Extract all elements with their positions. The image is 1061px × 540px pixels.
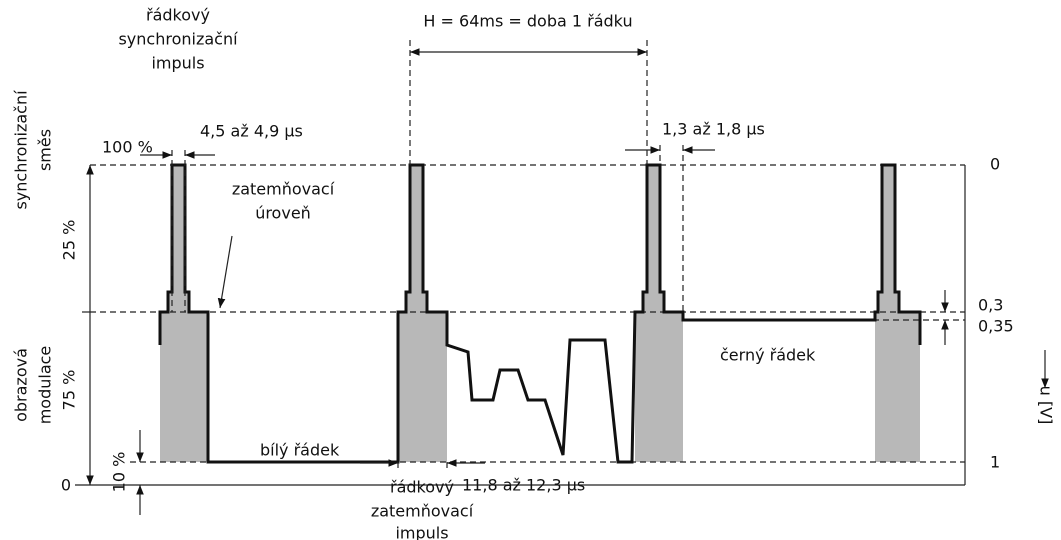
labels: řádkový synchronizační impuls 4,5 až 4,9…	[12, 6, 1056, 540]
dimension-lines	[82, 40, 1049, 515]
blanking-region	[398, 312, 447, 462]
sync-pulse-label: řádkový	[146, 6, 210, 25]
voltage-label: 0	[990, 155, 1000, 174]
modulation-label: modulace	[36, 346, 55, 425]
white-line-label: bílý řádek	[260, 441, 340, 460]
back-porch: 1,3 až 1,8 µs	[662, 120, 765, 139]
sync-mix-label: směs	[36, 129, 55, 171]
line-period: H = 64ms = doba 1 řádku	[423, 12, 632, 31]
dimension-line	[217, 235, 233, 309]
voltage-label: 1	[990, 453, 1000, 472]
blanking-level-label: úroveň	[255, 204, 311, 223]
blanking-level-label: zatemňovací	[232, 180, 335, 199]
voltage-label: 0,35	[978, 317, 1014, 336]
blanking-pulse-label: řádkový	[390, 478, 454, 497]
sync-pulse-label: synchronizační	[118, 30, 238, 49]
black-line-label: černý řádek	[720, 346, 816, 365]
video-signal	[158, 163, 922, 464]
scale-label: 25 %	[60, 220, 79, 261]
sync-pulse-label: impuls	[151, 54, 204, 73]
sync-pulse-width: 4,5 až 4,9 µs	[200, 122, 303, 141]
blanking-region	[635, 312, 683, 462]
voltage-label: 0,3	[978, 296, 1003, 315]
blanking-region	[160, 312, 208, 462]
modulation-label: obrazová	[12, 348, 31, 422]
scale-label: 75 %	[60, 370, 79, 411]
scale-label: 100 %	[102, 138, 153, 157]
scale-label: 0	[61, 476, 71, 495]
blanking-pulse-label: impuls	[395, 524, 448, 540]
scale-label: 10 %	[110, 452, 129, 493]
voltage-axis-label: u [V]	[1037, 386, 1056, 425]
sync-mix-label: synchronizační	[12, 90, 31, 210]
video-signal	[158, 163, 922, 464]
blanking-region	[875, 312, 920, 462]
blanking-pulse-label: zatemňovací	[371, 502, 474, 521]
blanking-pulse-width: 11,8 až 12,3 µs	[462, 476, 585, 495]
